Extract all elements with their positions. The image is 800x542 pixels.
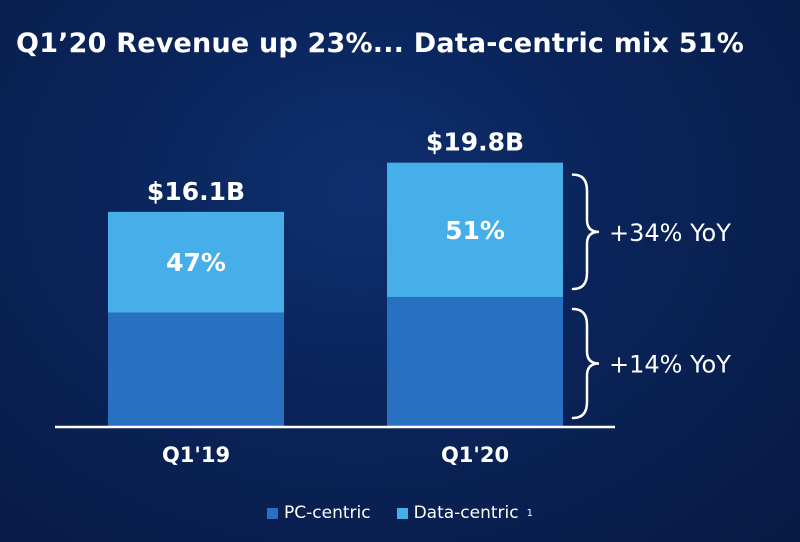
bar-q1-20-pc-centric [387,296,563,426]
bar-q1-20-data-centric [387,162,563,297]
legend-label-data-centric: Data-centric [413,503,519,523]
legend: PC-centric Data-centric 1 [0,503,800,523]
x-tick-label-q1-19: Q1'19 [162,443,230,467]
brace-data-centric [571,173,600,291]
bar-q1-19-pc-centric [108,312,284,426]
total-label-q1-20: $19.8B [426,128,524,157]
footnote-marker: 1 [526,507,533,519]
legend-swatch-pc-centric [267,507,279,519]
total-label-q1-19: $16.1B [147,177,245,206]
brace-pc-centric [571,307,600,420]
legend-item-data-centric: Data-centric 1 [396,503,533,523]
bar-q1-19-data-centric [108,211,284,313]
data-label-q1-20-data-centric: 51% [445,216,505,245]
legend-item-pc-centric: PC-centric [267,503,371,523]
legend-label-pc-centric: PC-centric [284,503,371,523]
annotation-yoy-data-centric: +34% YoY [609,219,731,247]
data-label-q1-19-data-centric: 47% [166,248,226,277]
legend-swatch-data-centric [396,507,408,519]
annotation-yoy-pc-centric: +14% YoY [609,350,731,378]
x-tick-label-q1-20: Q1'20 [441,443,509,467]
chart-title: Q1’20 Revenue up 23%... Data-centric mix… [16,28,744,59]
